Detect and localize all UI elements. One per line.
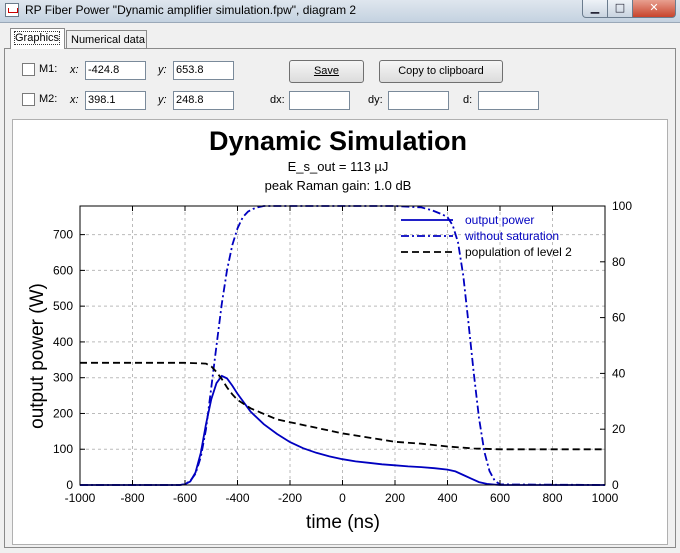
maximize-icon[interactable]: □ <box>607 0 633 18</box>
x-tick-label: -1000 <box>65 491 96 505</box>
y2-tick-label: 60 <box>612 311 626 325</box>
dx-label: dx: <box>270 94 285 106</box>
m1-x-label: x: <box>70 64 79 76</box>
y-tick-label: 600 <box>53 263 73 277</box>
grid-layer <box>80 206 605 485</box>
m1-y-field[interactable]: 653.8 <box>173 61 234 80</box>
window-titlebar: RP Fiber Power "Dynamic amplifier simula… <box>0 0 680 23</box>
legend-label-1: without saturation <box>464 229 559 243</box>
m2-x-label: x: <box>70 94 79 106</box>
plot-area[interactable]: Dynamic Simulation E_s_out = 113 µJ peak… <box>12 119 668 545</box>
y-tick-label: 200 <box>53 406 73 420</box>
y-tick-label: 500 <box>53 299 73 313</box>
series-layer <box>80 205 606 486</box>
legend-label-2: population of level 2 <box>465 245 572 259</box>
dx-field[interactable] <box>289 91 350 110</box>
m2-label: M2: <box>39 93 58 105</box>
legend-label-0: output power <box>465 213 534 227</box>
app-icon <box>5 3 19 17</box>
tab-graphics-label: Graphics <box>13 31 61 45</box>
x-tick-label: 600 <box>490 491 510 505</box>
series-line-1 <box>80 205 606 486</box>
x-tick-label: 1000 <box>592 491 619 505</box>
series-line-0 <box>80 374 605 486</box>
y-tick-label: 700 <box>53 228 73 242</box>
m2-y-label: y: <box>158 94 167 106</box>
m2-y-field[interactable]: 248.8 <box>173 91 234 110</box>
chart-subtitle-1: E_s_out = 113 µJ <box>288 159 389 174</box>
y-tick-label: 0 <box>66 478 73 492</box>
window-title: RP Fiber Power "Dynamic amplifier simula… <box>25 3 357 17</box>
x-tick-label: 800 <box>542 491 562 505</box>
legend: output power without saturation population… <box>401 213 572 259</box>
m1-checkbox[interactable] <box>22 63 35 76</box>
x-tick-label: -600 <box>173 491 197 505</box>
x-tick-label: -800 <box>120 491 144 505</box>
tab-numerical-data[interactable]: Numerical data <box>66 30 147 49</box>
y2-tick-label: 20 <box>612 422 626 436</box>
x-tick-label: 400 <box>437 491 457 505</box>
d-label: d: <box>463 94 473 106</box>
m1-y-label: y: <box>158 64 167 76</box>
dy-field[interactable] <box>388 91 449 110</box>
y-tick-label: 400 <box>53 335 73 349</box>
minimize-icon[interactable]: ▁ <box>582 0 608 18</box>
m2-x-field[interactable]: 398.1 <box>85 91 146 110</box>
y2-tick-label: 40 <box>612 366 626 380</box>
dy-label: dy: <box>368 94 383 106</box>
y2-tick-label: 100 <box>612 199 632 213</box>
series-line-2 <box>80 361 605 451</box>
y-tick-label: 100 <box>53 442 73 456</box>
y2-tick-label: 0 <box>612 478 619 492</box>
x-tick-label: -400 <box>225 491 249 505</box>
chart-subtitle-2: peak Raman gain: 1.0 dB <box>265 178 412 193</box>
tab-numerical-data-label: Numerical data <box>71 34 145 46</box>
x-tick-label: 0 <box>339 491 346 505</box>
d-field[interactable] <box>478 91 539 110</box>
save-button-label: Save <box>313 65 340 77</box>
save-button[interactable]: Save <box>289 60 364 83</box>
x-tick-label: -200 <box>278 491 302 505</box>
x-tick-label: 200 <box>385 491 405 505</box>
chart-svg: Dynamic Simulation E_s_out = 113 µJ peak… <box>27 126 632 533</box>
m1-label: M1: <box>39 63 58 75</box>
y-axis-label: output power (W) <box>27 283 48 429</box>
axis-layer: -1000 -800 -600 -400 -200 0 200 400 600 800 100001… <box>53 199 632 505</box>
tab-graphics[interactable]: Graphics <box>10 28 65 49</box>
close-icon[interactable]: ✕ <box>632 0 676 18</box>
copy-to-clipboard-button[interactable]: Copy to clipboard <box>379 60 503 83</box>
m1-x-field[interactable]: -424.8 <box>85 61 146 80</box>
y2-tick-label: 80 <box>612 255 626 269</box>
chart-title: Dynamic Simulation <box>209 126 467 156</box>
x-axis-label: time (ns) <box>306 512 380 533</box>
m2-checkbox[interactable] <box>22 93 35 106</box>
y-tick-label: 300 <box>53 371 73 385</box>
